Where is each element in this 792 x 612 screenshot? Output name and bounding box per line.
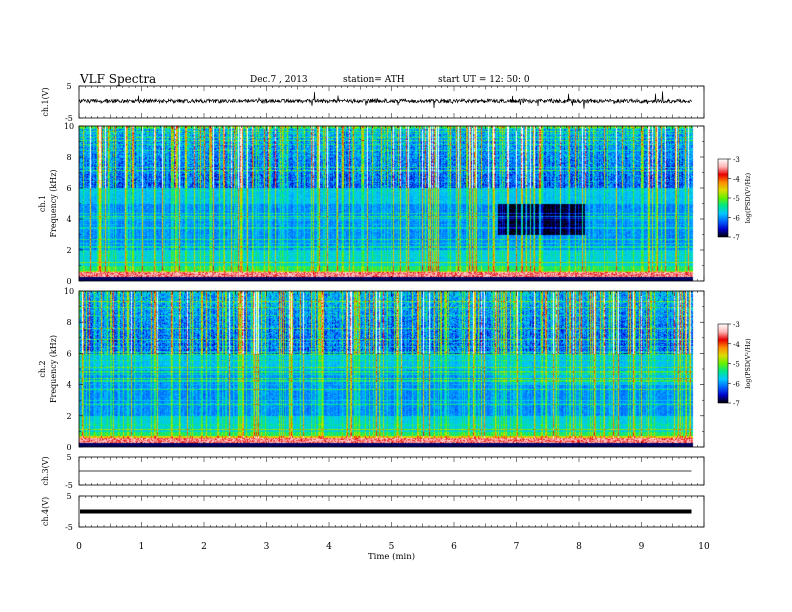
colorbar-tick-label: -5 [733, 195, 740, 203]
colorbar-tick-label: -4 [733, 341, 740, 349]
x-tick-label: 1 [139, 542, 145, 552]
y-axis-label: Frequency (kHz) [49, 169, 58, 237]
colorbar-tick-label: -3 [733, 156, 740, 164]
y-tick-label: 6 [66, 184, 71, 193]
ch4-trace [80, 509, 692, 514]
colorbar-label: log(PSD(V²/Hz) [744, 338, 752, 389]
axes-layer [78, 85, 731, 528]
x-tick-label: 4 [326, 542, 332, 552]
ch1-spectrogram-image [79, 126, 704, 281]
y-tick-label: 0 [66, 277, 71, 286]
y-axis-label: ch.2 [38, 360, 47, 377]
ch2-spectrogram-image [79, 291, 704, 447]
y-tick-label: 8 [66, 153, 71, 162]
y-tick-label: -5 [65, 523, 73, 532]
x-tick-label: 7 [514, 542, 520, 552]
x-tick-label: 3 [264, 542, 270, 552]
colorbar-tick-label: -6 [733, 380, 740, 388]
colorbar-tick-label: -7 [733, 234, 740, 242]
y-tick-label: 5 [66, 82, 71, 91]
ch1-trace [78, 91, 692, 109]
colorbar-tick-label: -6 [733, 215, 740, 223]
date-label: Dec.7 , 2013 [250, 75, 308, 85]
waveform-layer [78, 91, 692, 514]
y-tick-label: 5 [66, 453, 71, 462]
station-label: station= ATH [343, 75, 405, 85]
colorbar-tick-label: -7 [733, 400, 740, 408]
y-axis-label: ch.4(V) [41, 497, 50, 526]
spectrogram-layer [79, 126, 704, 447]
ch2-spectrogram-colorbar [717, 323, 729, 404]
y-axis-label: ch.3(V) [41, 456, 50, 485]
colorbar-tick-label: -3 [733, 321, 740, 329]
colorbar-tick-label: -4 [733, 176, 740, 184]
start-time-label: start UT = 12: 50: 0 [438, 75, 530, 85]
colorbar-tick-label: -5 [733, 361, 740, 369]
x-tick-label: 8 [576, 542, 582, 552]
x-tick-label: 2 [201, 542, 207, 552]
y-tick-label: 0 [66, 443, 71, 452]
y-tick-label: 10 [64, 122, 74, 131]
chart-title: VLF Spectra [80, 72, 157, 86]
x-tick-label: 5 [389, 542, 395, 552]
y-tick-label: 4 [66, 215, 71, 224]
colorbar-label: log(PSD(V²/Hz) [744, 172, 752, 223]
x-tick-label: 0 [76, 542, 82, 552]
y-tick-label: 4 [66, 381, 71, 390]
x-tick-label: 9 [639, 542, 645, 552]
ch1-spectrogram-colorbar [717, 158, 729, 238]
y-tick-label: 2 [66, 412, 71, 421]
y-tick-label: 6 [66, 349, 71, 358]
y-tick-label: 5 [66, 492, 71, 501]
x-axis-label: Time (min) [368, 551, 415, 562]
y-axis-label: Frequency (kHz) [49, 335, 58, 403]
y-tick-label: -5 [65, 481, 73, 490]
y-axis-label: ch.1(V) [41, 87, 50, 116]
y-tick-label: -5 [65, 114, 73, 123]
x-tick-label: 10 [698, 542, 710, 552]
y-axis-label: ch.1 [38, 195, 47, 212]
y-tick-label: 10 [64, 287, 74, 296]
y-tick-label: 8 [66, 318, 71, 327]
y-tick-label: 2 [66, 246, 71, 255]
x-tick-label: 6 [451, 542, 457, 552]
